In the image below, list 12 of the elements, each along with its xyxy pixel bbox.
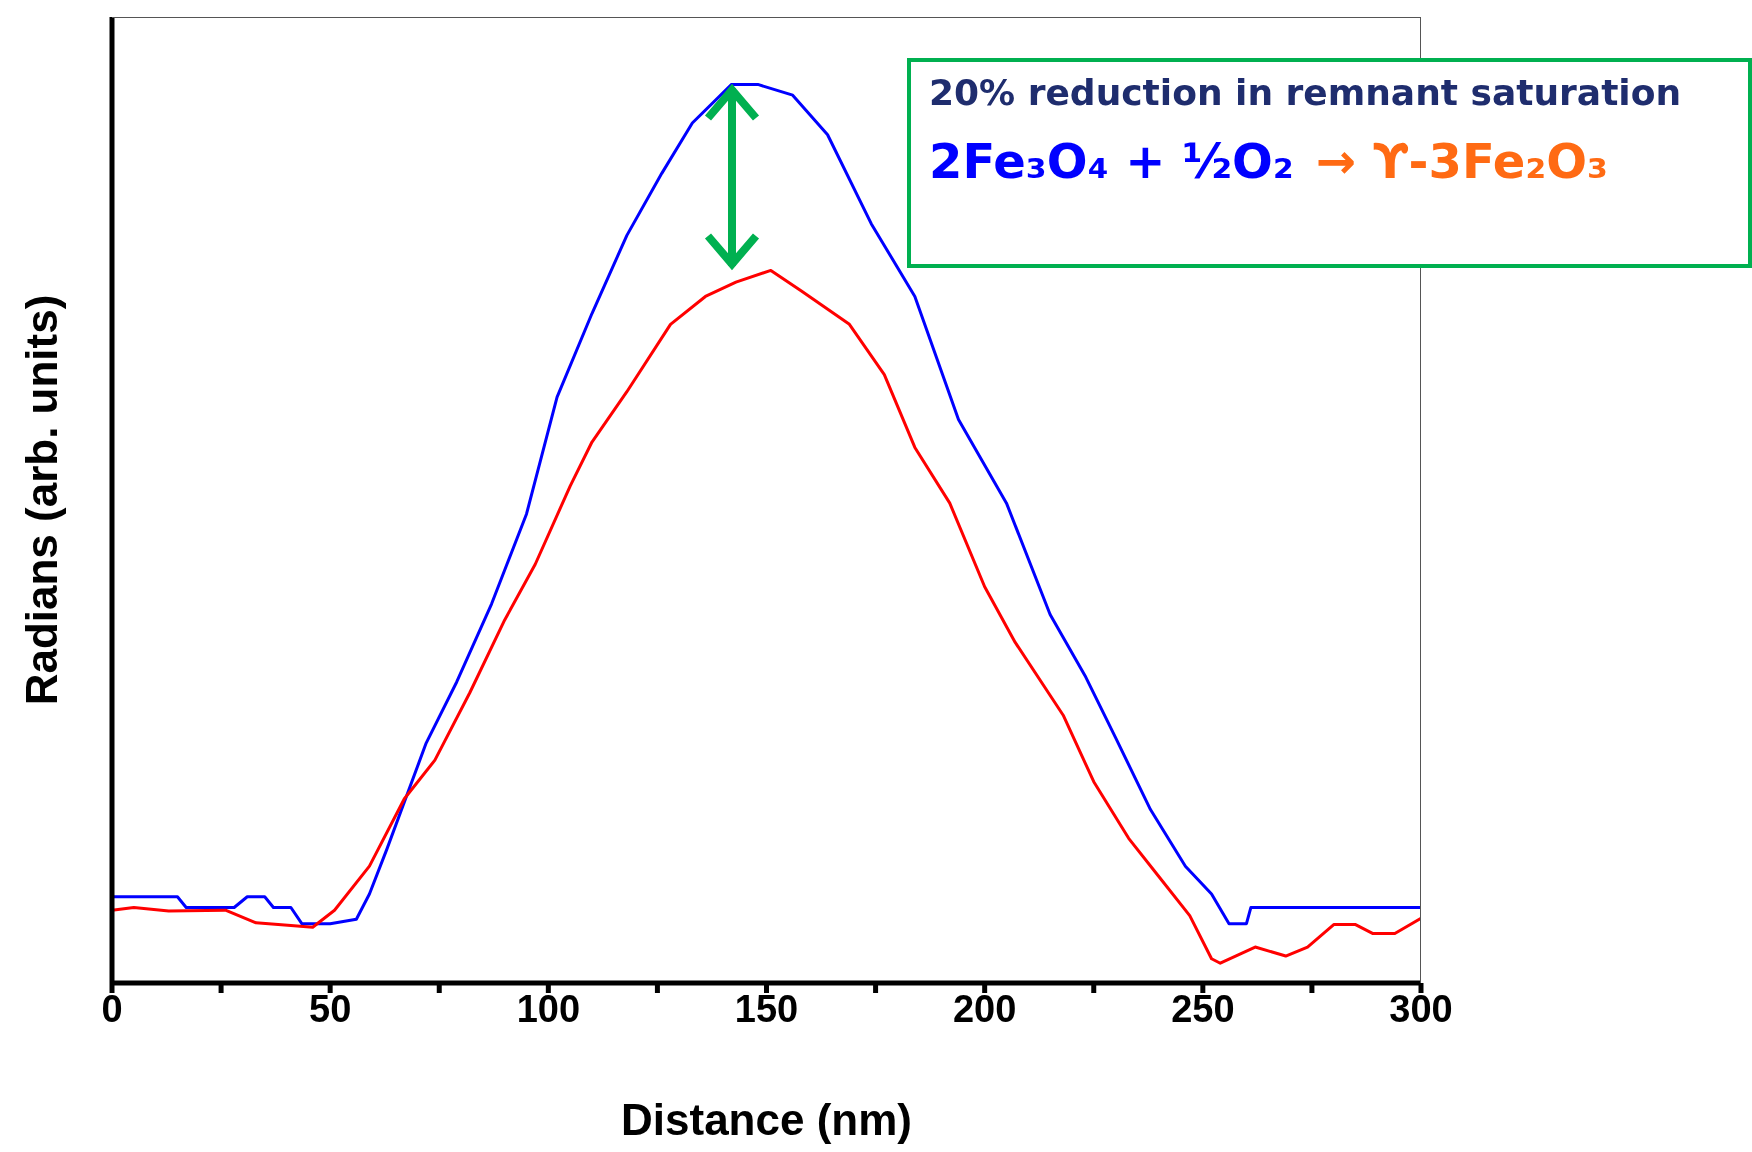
- x-tick-label: 200: [952, 987, 1017, 1030]
- x-tick-label: 0: [101, 987, 123, 1030]
- x-tick-label: 300: [1389, 987, 1453, 1030]
- annotation: 20% reduction in remnant saturation: [929, 72, 1683, 113]
- y-axis-title: Radians (arb. units): [17, 294, 67, 706]
- annotation: → ϒ-3Fe₂O₃: [1315, 133, 1609, 189]
- x-axis-title: Distance (nm): [620, 1095, 913, 1145]
- x-tick-label: 100: [516, 987, 581, 1030]
- x-tick-label: 50: [309, 987, 352, 1030]
- annotation: 2Fe₃O₄ + ½O₂: [929, 133, 1294, 189]
- x-tick-label: 250: [1171, 987, 1235, 1030]
- x-tick-label: 150: [734, 987, 799, 1030]
